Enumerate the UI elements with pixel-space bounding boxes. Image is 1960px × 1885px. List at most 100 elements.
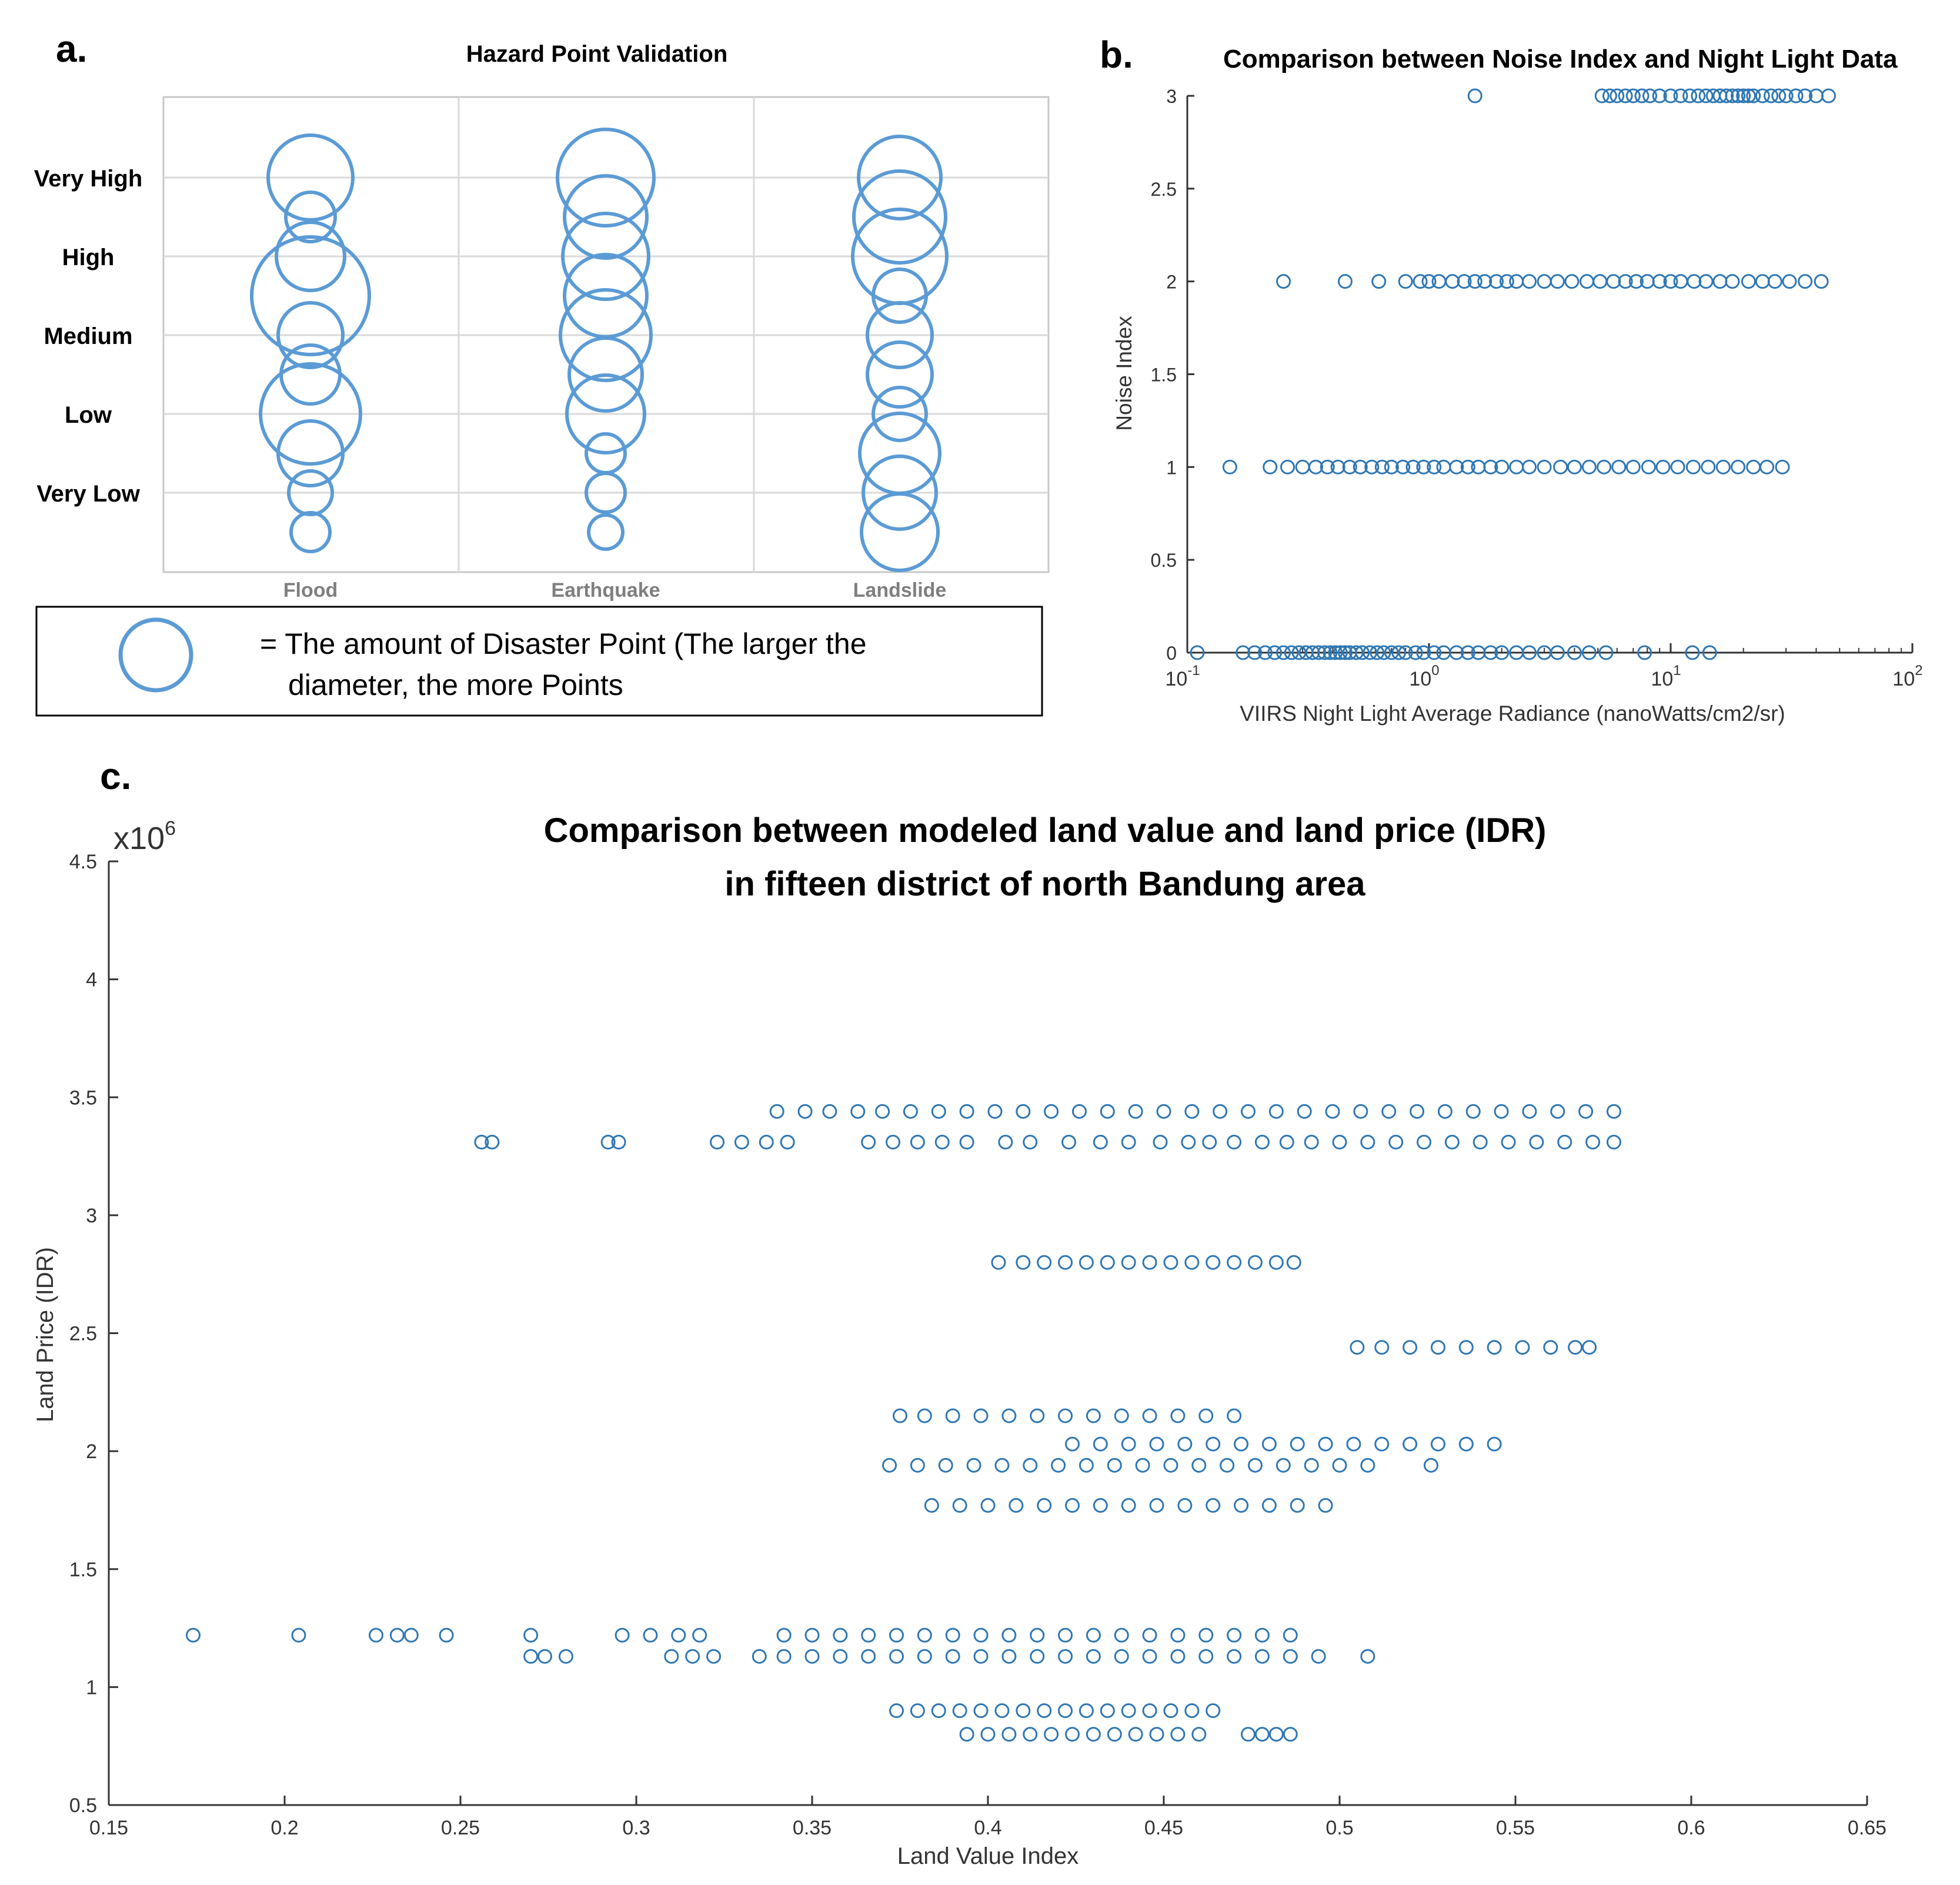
panel-b-point	[1333, 645, 1348, 660]
panel-b-point	[1280, 459, 1295, 474]
panel-b-point	[1537, 274, 1552, 289]
panel-c-point	[1100, 1703, 1115, 1718]
panel-c-point	[1241, 1727, 1256, 1742]
panel-c-point	[804, 1649, 820, 1664]
panel-c-point	[1023, 1727, 1038, 1742]
panel-c-point	[934, 1134, 950, 1149]
panel-b-point	[1247, 645, 1263, 660]
panel-c-point	[537, 1649, 553, 1664]
panel-b-point	[1305, 645, 1320, 660]
panel-c-point	[882, 1458, 897, 1473]
panel-c-point	[643, 1627, 658, 1643]
panel-b-point	[1625, 459, 1641, 474]
panel-c-point	[1374, 1340, 1390, 1355]
panel-c-point	[1283, 1627, 1298, 1643]
panel-b-point	[1222, 459, 1237, 474]
panel-b-point	[1311, 645, 1327, 660]
panel-b-point	[1767, 274, 1782, 289]
panel-b-point	[1370, 645, 1385, 660]
panel-c-point	[1170, 1408, 1186, 1423]
panel-c-point	[1487, 1436, 1502, 1452]
panel-b-xlabel: VIIRS Night Light Average Radiance (nano…	[1240, 701, 1785, 726]
panel-c-point	[924, 1498, 939, 1513]
panel-c-point	[1332, 1458, 1347, 1473]
panel-c-point	[1325, 1104, 1340, 1119]
panel-c-point	[776, 1627, 792, 1643]
panel-c-point	[368, 1627, 383, 1643]
panel-c-point	[1030, 1627, 1045, 1643]
panel-c-x-tick-label: 0.25	[441, 1817, 480, 1839]
panel-b-point	[1691, 88, 1706, 103]
panel-c-point	[1058, 1408, 1073, 1423]
panel-a-bubble	[266, 133, 355, 222]
panel-c-point	[917, 1649, 932, 1664]
panel-a-bubble	[275, 220, 346, 292]
panel-b-point	[1592, 274, 1608, 289]
panel-c-point	[1582, 1340, 1597, 1355]
panel-c-title-line1: Comparison between modeled land value an…	[544, 811, 1547, 850]
panel-a-bubble	[565, 373, 646, 454]
panel-c-x-tick-label: 0.45	[1144, 1817, 1183, 1839]
panel-c-point	[1121, 1703, 1136, 1718]
panel-b-point	[1416, 645, 1431, 660]
panel-c-point	[1261, 1498, 1277, 1513]
panel-b-point	[1494, 645, 1510, 660]
panel-c-point	[1410, 1104, 1425, 1119]
panel-c-point	[1254, 1649, 1270, 1664]
panel-b-point	[1746, 459, 1761, 474]
panel-b-point	[1317, 645, 1333, 660]
panel-b-y-tick-label: 1.5	[1151, 365, 1177, 386]
panel-c-point	[1206, 1498, 1221, 1513]
panel-c-point	[998, 1134, 1013, 1149]
panel-c-point	[769, 1104, 784, 1119]
panel-c-point	[1163, 1458, 1178, 1473]
panel-c-point	[1001, 1727, 1017, 1742]
panel-c-point	[1016, 1104, 1031, 1119]
panel-b-point	[1477, 274, 1492, 289]
panel-c-point	[1198, 1649, 1214, 1664]
panel-c-point	[1135, 1458, 1150, 1473]
panel-c-point	[1170, 1627, 1186, 1643]
panel-c-point	[1568, 1340, 1583, 1355]
panel-b-point	[1550, 274, 1565, 289]
panel-b-point	[1413, 274, 1428, 289]
panel-c-point	[1360, 1458, 1375, 1473]
panel-c-point	[917, 1408, 932, 1423]
panel-c-y-tick-label: 4	[86, 969, 97, 991]
panel-c-point	[1149, 1436, 1164, 1452]
panel-b-point	[1611, 459, 1627, 474]
panel-b-point	[1641, 459, 1656, 474]
panel-b-point	[1597, 459, 1612, 474]
panel-b-point	[1775, 459, 1790, 474]
panel-c-point	[1051, 1458, 1066, 1473]
panel-c-point	[1100, 1255, 1115, 1270]
panel-b-point	[1364, 459, 1380, 474]
panel-c-point	[1318, 1498, 1333, 1513]
panel-c-point	[917, 1627, 932, 1643]
panel-c-point	[1311, 1649, 1326, 1664]
panel-a-level-label: Very High	[34, 166, 143, 192]
panel-c-point	[1153, 1134, 1168, 1149]
panel-c-point	[1494, 1104, 1509, 1119]
panel-c-point	[1149, 1727, 1164, 1742]
panel-b-point	[1634, 88, 1650, 103]
panel-b-point	[1637, 645, 1652, 660]
panel-b-point	[1522, 274, 1537, 289]
panel-c-point	[710, 1134, 725, 1149]
panel-b-point	[1618, 88, 1633, 103]
panel-b-point	[1395, 459, 1411, 474]
panel-b-point	[1687, 274, 1702, 289]
panel-b-point	[1764, 88, 1779, 103]
panel-c-point	[1058, 1255, 1073, 1270]
panel-b-point	[1431, 274, 1447, 289]
panel-a-bubble	[284, 190, 337, 243]
panel-b-point	[1384, 645, 1399, 660]
panel-c-point	[1332, 1134, 1347, 1149]
panel-c-point	[1044, 1727, 1059, 1742]
panel-c-point	[523, 1649, 539, 1664]
panel-c-point	[1557, 1134, 1572, 1149]
panel-b-point	[1663, 88, 1678, 103]
panel-c-point	[804, 1627, 820, 1643]
panel-b-point	[1499, 274, 1514, 289]
panel-c-point	[952, 1703, 967, 1718]
